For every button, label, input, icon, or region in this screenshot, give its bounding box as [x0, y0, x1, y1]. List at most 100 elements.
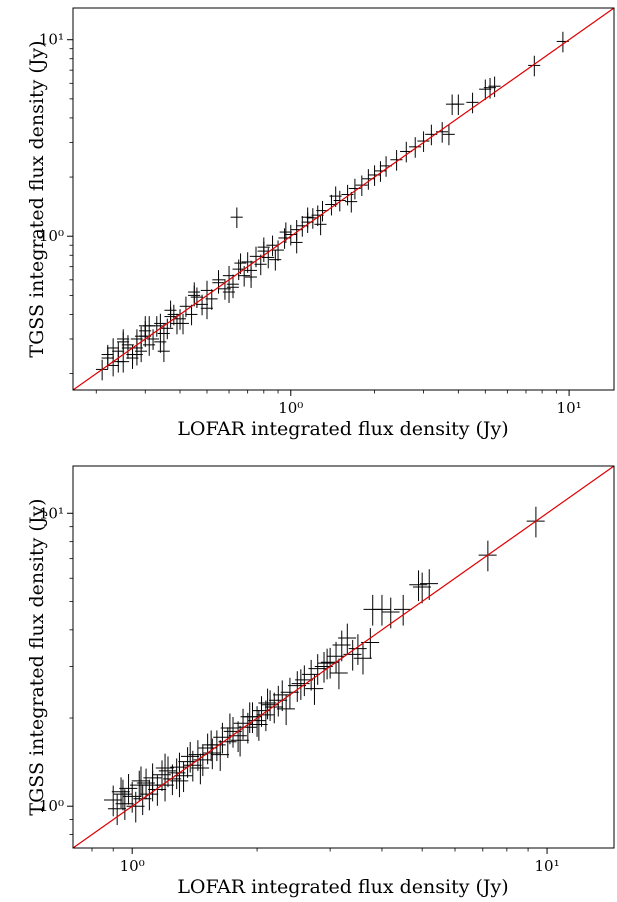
top-panel-data-point: [154, 332, 167, 353]
top-panel-data-point: [368, 165, 381, 186]
bottom-panel-data-point: [183, 750, 202, 782]
top-panel-data-point: [179, 296, 192, 318]
bottom-panel-one-to-one-line: [73, 466, 614, 848]
top-panel-x-tick-label: 10¹: [557, 399, 582, 417]
bottom-panel-data-point: [210, 740, 230, 771]
bottom-panel-data-point: [188, 740, 207, 771]
top-panel-data-point: [374, 161, 387, 182]
bottom-panel-data-point: [218, 727, 237, 758]
top-panel-data-point: [345, 191, 358, 213]
bottom-panel-data-point: [305, 674, 324, 705]
top-panel-data-point: [117, 329, 130, 350]
top-panel-data-point: [139, 316, 152, 337]
bottom-panel-data-point: [372, 594, 391, 626]
bottom-panel-data-point: [273, 680, 292, 712]
top-panel-x-axis-label: LOFAR integrated flux density (Jy): [177, 418, 508, 440]
top-panel-data-point: [488, 76, 501, 98]
top-panel-y-tick-label: 10¹: [39, 31, 64, 49]
top-panel-data-point: [425, 124, 438, 146]
bottom-panel-data-point: [301, 659, 320, 691]
top-panel-data-point: [164, 300, 177, 322]
bottom-panel-data-point: [198, 733, 217, 765]
bottom-panel-data-point: [240, 702, 259, 734]
bottom-panel-data-point: [203, 738, 222, 770]
top-panel-data-point: [417, 131, 430, 152]
top-panel-data-point: [442, 124, 455, 146]
bottom-panel-y-tick-label: 10¹: [39, 504, 64, 522]
bottom-panel-data-point: [363, 594, 382, 626]
top-panel-data-point: [290, 232, 303, 254]
bottom-panel-data-point: [249, 710, 268, 741]
top-panel-data-point: [479, 79, 492, 101]
top-panel-data-point: [269, 249, 282, 271]
bottom-panel-data-point: [288, 671, 307, 702]
top-panel-data-point: [266, 235, 279, 257]
bottom-panel-data-point: [143, 770, 162, 802]
bottom-panel-data-point: [238, 712, 257, 744]
top-panel-data-point: [452, 94, 465, 116]
bottom-panel-data-point: [193, 745, 212, 777]
bottom-panel-data-point: [276, 694, 295, 726]
top-panel-data-point: [161, 318, 174, 340]
bottom-panel-data-point: [348, 634, 367, 665]
top-panel-data-point: [226, 277, 239, 299]
bottom-panel-data-point: [409, 570, 428, 602]
bottom-panel-x-axis-label: LOFAR integrated flux density (Jy): [177, 876, 508, 898]
top-panel-data-point: [200, 280, 213, 302]
top-panel-data-point: [528, 55, 541, 77]
bottom-panel-data-point: [526, 506, 545, 538]
bottom-panel-data-point: [180, 741, 200, 773]
top-panel-y-axis-label: TGSS integrated flux density (Jy): [26, 40, 48, 357]
top-panel-data-point: [271, 240, 284, 262]
top-panel-data-point: [173, 309, 186, 330]
bottom-panel-data-point: [230, 725, 249, 757]
top-panel-y-tick-label: 10⁰: [39, 227, 64, 245]
bottom-panel-data-point: [412, 572, 431, 604]
bottom-panel-data-point: [478, 540, 497, 572]
top-panel-data-point: [278, 228, 291, 249]
top-panel-data: [95, 31, 569, 381]
top-panel-axes-frame: [72, 7, 615, 391]
top-panel-data-point: [185, 304, 198, 326]
top-panel-data-point: [176, 313, 189, 335]
bottom-panel-y-tick-label: 10⁰: [39, 797, 64, 815]
top-panel-data-point: [157, 341, 170, 363]
top-panel-data-point: [466, 92, 479, 114]
bottom-panel-data-point: [308, 654, 327, 685]
top-panel-data-point: [106, 355, 120, 377]
top-panel-data-point: [234, 253, 247, 274]
bottom-panel-data-point: [103, 785, 122, 817]
top-panel-data-point: [143, 335, 156, 356]
bottom-panel-data-point: [258, 688, 277, 720]
top-panel-x-tick-label: 10⁰: [278, 399, 303, 417]
bottom-panel-data-point: [167, 758, 186, 790]
top-panel-data-point: [167, 304, 180, 326]
top-panel: 10⁰ 10¹ 10⁰ 10¹ LOFAR integrated flux densi…: [26, 7, 615, 440]
bottom-panel-data-point: [247, 706, 266, 737]
bottom-panel-data-point: [220, 713, 239, 745]
bottom-panel-data-point: [148, 775, 167, 806]
top-panel-data-point: [445, 94, 459, 116]
top-panel-ticks: 10⁰ 10¹ 10⁰ 10¹: [39, 31, 582, 417]
bottom-panel-data-point: [122, 781, 141, 813]
top-panel-data-point: [154, 313, 167, 335]
bottom-panel-x-tick-label: 10¹: [534, 857, 559, 875]
top-panel-data-point: [195, 294, 208, 316]
bottom-panel-data-point: [223, 717, 242, 748]
top-panel-data-point: [311, 205, 324, 227]
top-panel-data-point: [362, 169, 375, 190]
bottom-panel-data-point: [174, 761, 193, 793]
top-panel-data-point: [314, 214, 327, 236]
bottom-panel: 10⁰ 10¹ 10⁰ 10¹ LOFAR integrated flux densi…: [26, 465, 615, 898]
top-panel-data-point: [556, 31, 569, 53]
top-panel-data-point: [157, 323, 170, 345]
bottom-panel-data-point: [178, 747, 197, 778]
bottom-panel-data-point: [201, 730, 220, 762]
bottom-panel-data-point: [393, 594, 412, 626]
bottom-panel-data-point: [280, 677, 299, 709]
bottom-panel-data-point: [329, 658, 348, 690]
top-panel-data-point: [329, 186, 342, 208]
bottom-panel-data-point: [119, 774, 138, 805]
top-panel-data-point: [244, 267, 257, 288]
